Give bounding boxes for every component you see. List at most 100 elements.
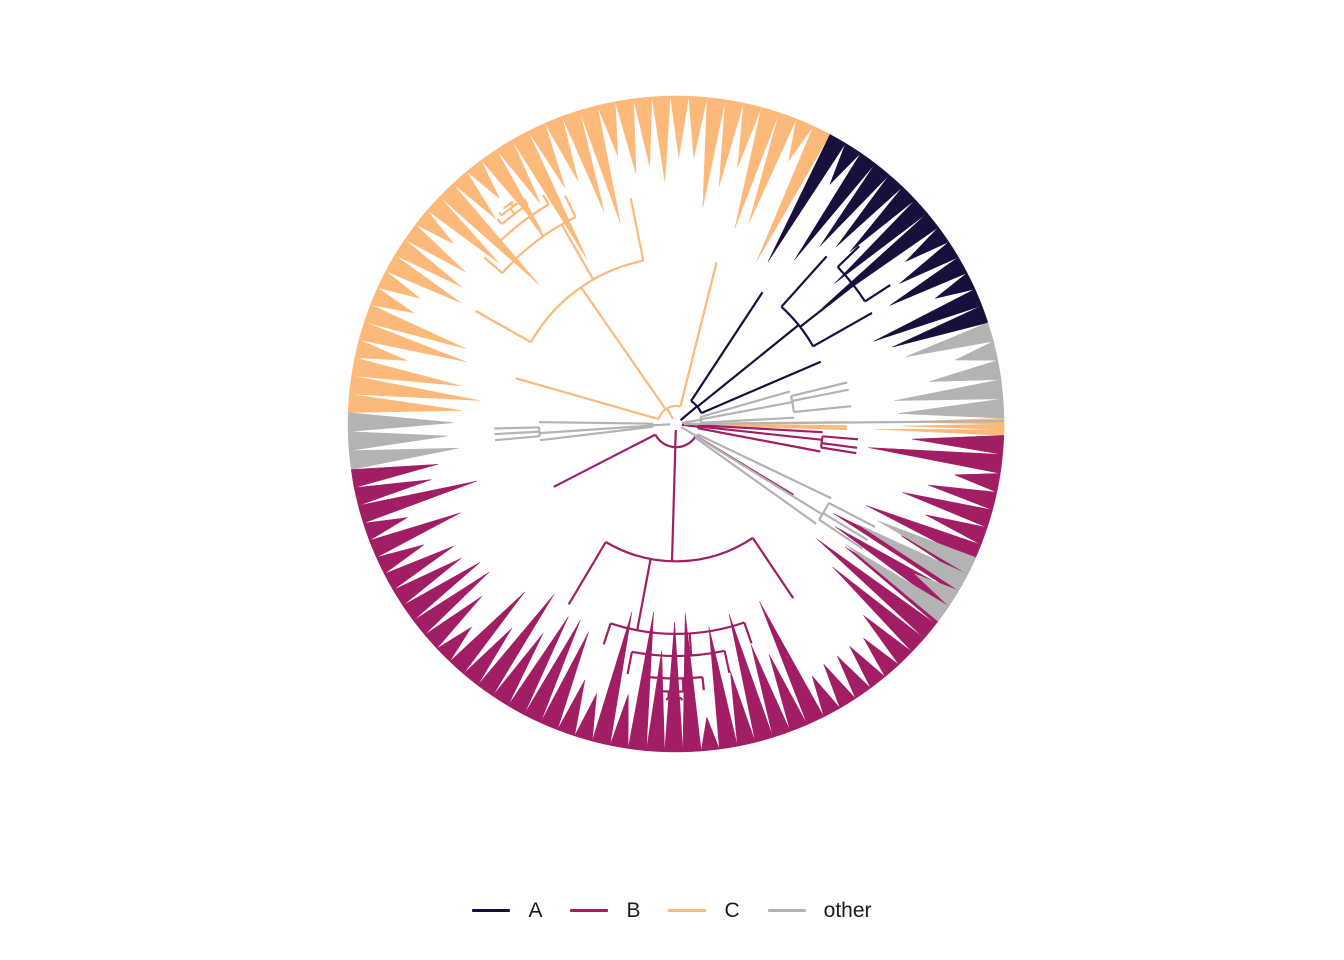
branch-radial-C-0-1-0 [629, 198, 645, 261]
branch-arc-B-5-3 [631, 649, 725, 658]
branch-radial-A-1-1-2 [799, 284, 855, 328]
branch-radial-C-0-1-2 [560, 223, 595, 281]
branch-radial-C-0-5-0 [516, 197, 521, 203]
branch-radial-A-1-2-0 [864, 284, 891, 303]
legend: A B C other [0, 888, 1344, 932]
branch-stem-B-5 [674, 429, 677, 448]
legend-label-other: other [823, 898, 872, 922]
branch-radial-other-6-1-0 [818, 518, 863, 550]
branch-radial-other-6-1-2 [822, 512, 869, 542]
branch-stem-other-2 [681, 418, 702, 425]
clade-wedge-other-2-1 [894, 379, 1004, 401]
branch-arc-C-0-0 [657, 404, 681, 420]
branch-radial-other-6-0-0 [694, 437, 817, 525]
branch-long-other [683, 420, 1004, 426]
clade-wedge-C-3-0 [875, 428, 1005, 436]
branch-arc-B-7-1 [819, 436, 824, 448]
branch-radial-B-5-1-1 [751, 537, 795, 599]
branch-radial-other-4-1-1 [495, 435, 540, 442]
branch-radial-C-0-6-1 [502, 206, 505, 209]
branch-radial-A-1-0-0 [700, 360, 822, 415]
branch-radial-other-2-1-2 [791, 388, 849, 402]
branch-arc-C-0-6 [503, 200, 514, 210]
clade-wedge-A-1-13 [767, 134, 846, 262]
clade-wedge-B-5-25 [664, 621, 684, 753]
branch-radial-B-7-1-2 [821, 442, 858, 449]
branch-radial-A-1-2-2 [850, 263, 876, 284]
branch-arc-B-5-2 [610, 621, 745, 635]
branch-radial-A-1-2-1 [836, 245, 860, 268]
branch-radial-other-2-0-1 [700, 390, 791, 419]
branch-stem-other-4 [652, 423, 671, 427]
clade-fan-layer [347, 95, 1005, 753]
branch-radial-C-0-2-1 [483, 256, 504, 275]
clade-wedge-C-0-8 [670, 95, 689, 157]
branch-radial-other-6-0-2 [695, 435, 823, 516]
branch-radial-C-0-2-2 [528, 216, 545, 237]
legend-key-a [472, 908, 511, 912]
clade-wedge-C-0-11 [614, 98, 637, 174]
branch-arc-A-1-2 [836, 266, 866, 302]
legend-label-b: B [626, 898, 641, 922]
branch-radial-A-1-1-1 [780, 255, 828, 308]
clade-wedge-other-2-2 [929, 359, 1002, 382]
branch-radial-B-7-0-1 [698, 424, 823, 434]
legend-item-other: other [767, 898, 872, 922]
branch-radial-C-0-3-1 [488, 235, 498, 245]
branch-radial-B-7-1-1 [822, 435, 859, 441]
clade-wedge-C-0-9 [651, 95, 671, 182]
branch-radial-other-4-0-2 [539, 424, 654, 435]
branch-radial-other-2-1-0 [793, 405, 852, 414]
branch-radial-B-7-0-2 [697, 425, 823, 441]
branch-radial-C-0-0-2 [579, 286, 667, 410]
branch-radial-other-4-0-1 [539, 425, 654, 442]
clade-wedge-B-5-27 [700, 716, 720, 752]
branch-radial-B-5-2-1 [743, 622, 753, 644]
branch-radial-B-5-4-0 [641, 676, 645, 690]
clade-wedge-C-0-10 [633, 96, 653, 167]
branch-radial-C-0-5-1 [498, 211, 503, 217]
legend-key-c [668, 908, 707, 912]
branch-radial-C-0-4-1 [496, 218, 503, 225]
branch-stem-C-0 [666, 407, 674, 420]
branch-radial-A-1-0-1 [690, 291, 764, 402]
branch-arc-B-5-0 [654, 434, 697, 449]
branch-radial-other-2-0-2 [700, 401, 793, 421]
branch-stem-A-1 [679, 405, 698, 421]
branch-arc-A-1-1 [780, 305, 815, 347]
legend-label-a: A [528, 898, 543, 922]
clade-wedge-other-6-3 [877, 520, 976, 575]
branch-radial-other-4-1-2 [494, 430, 540, 436]
branch-arc-other-2-1 [790, 395, 795, 413]
legend-label-c: C [724, 898, 740, 922]
branch-radial-C-0-0-0 [679, 262, 718, 407]
branch-radial-A-1-0-2 [696, 324, 800, 408]
branch-radial-other-6-0-1 [697, 433, 832, 500]
branch-arc-C-0-3 [496, 203, 550, 245]
branch-radial-C-0-6-0 [511, 200, 514, 203]
branch-radial-other-2-0-0 [701, 416, 795, 424]
legend-key-b [570, 908, 609, 912]
clade-wedge-other-2-0 [898, 398, 1005, 419]
clade-wedge-B-7-1 [868, 447, 1003, 474]
legend-item-c: C [668, 898, 740, 922]
branch-radial-other-4-1-0 [494, 426, 540, 430]
clade-wedge-C-3-1 [902, 423, 1005, 430]
branch-radial-A-1-1-0 [812, 311, 873, 348]
branch-layer [475, 194, 1004, 702]
branch-arc-C-0-2 [501, 216, 577, 274]
clade-wedge-B-7-2 [912, 435, 1005, 455]
branch-arc-other-6-1 [818, 502, 830, 521]
branch-radial-B-5-0-2 [670, 447, 677, 562]
branch-radial-B-5-3-0 [626, 651, 633, 675]
branch-radial-B-7-0-0 [697, 427, 821, 453]
branch-radial-C-0-2-0 [564, 195, 577, 218]
clade-wedge-other-4-1 [347, 431, 448, 451]
branch-radial-B-5-0-0 [553, 433, 656, 488]
branch-radial-B-5-2-2 [688, 633, 693, 656]
branch-arc-B-5-1 [605, 536, 754, 563]
branch-radial-C-0-3-0 [542, 194, 550, 206]
branch-arc-B-5-4 [643, 675, 703, 680]
branch-radial-C-0-4-2 [509, 207, 516, 215]
